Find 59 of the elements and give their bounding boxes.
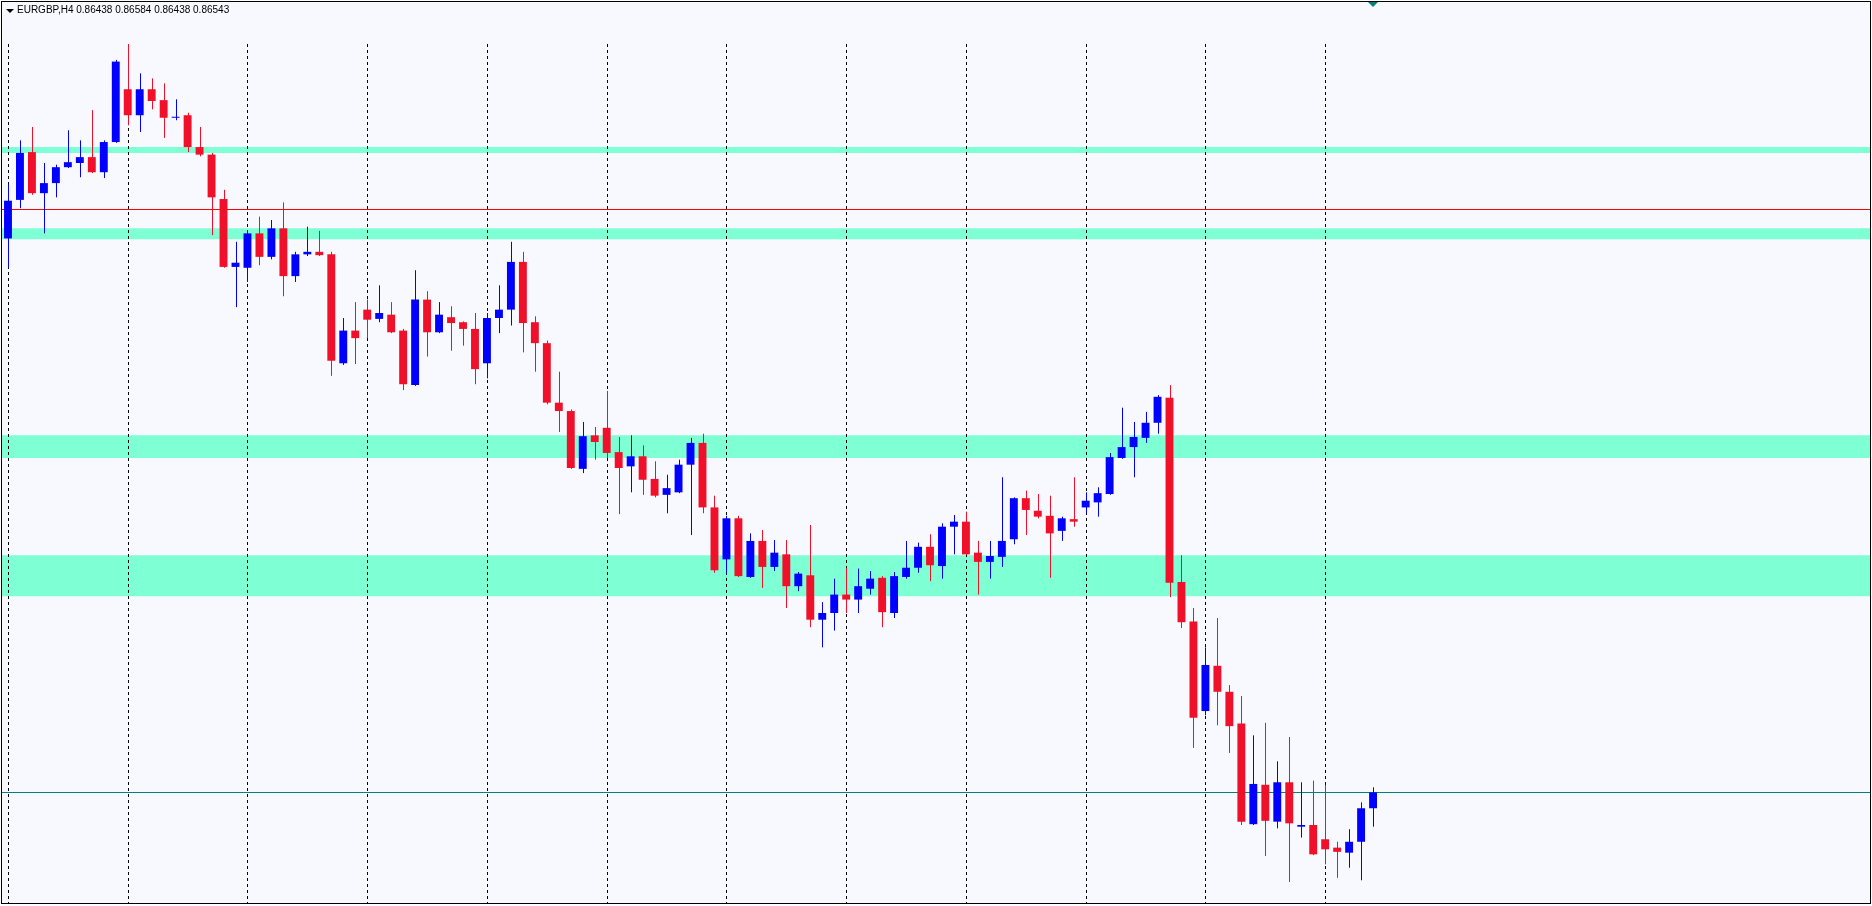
- candlestick: [171, 98, 180, 121]
- candlestick: [1369, 786, 1378, 828]
- candlestick: [75, 139, 84, 178]
- candlestick: [1021, 490, 1030, 536]
- candlestick: [950, 514, 958, 555]
- candlestick: [494, 284, 503, 334]
- candlestick: [1045, 495, 1054, 579]
- candlestick: [1297, 781, 1306, 839]
- candlestick: [63, 129, 72, 169]
- candlestick: [854, 568, 863, 614]
- candlestick: [590, 426, 599, 461]
- candlestick: [1141, 411, 1150, 444]
- candlestick: [1333, 841, 1342, 879]
- candlestick: [866, 570, 875, 596]
- candlestick: [387, 301, 396, 334]
- candlestick: [87, 109, 96, 174]
- candlestick: [830, 578, 839, 632]
- candlestick: [1117, 407, 1126, 460]
- candlestick: [447, 305, 455, 352]
- candlestick: [51, 164, 60, 198]
- candlestick: [985, 540, 994, 580]
- candlestick: [794, 571, 803, 592]
- candlestick: [435, 301, 444, 334]
- candlestick: [315, 230, 324, 257]
- candlestick: [650, 460, 659, 498]
- candlestick: [1033, 493, 1042, 519]
- candlestick: [926, 533, 934, 582]
- candlestick: [1093, 486, 1102, 518]
- candlestick: [530, 315, 539, 373]
- candlestick: [1129, 421, 1138, 478]
- candlestick: [973, 540, 982, 596]
- candlestick: [1321, 784, 1330, 865]
- candlestick: [770, 539, 779, 572]
- candlestick: [914, 542, 922, 574]
- candlestick: [1069, 476, 1078, 528]
- candlestick: [195, 126, 204, 157]
- candlestick: [997, 476, 1006, 568]
- candlestick: [614, 436, 623, 515]
- candlestick: [902, 540, 911, 580]
- chart-title: EURGBP,H4 0.86438 0.86584 0.86438 0.86543: [17, 4, 230, 15]
- candlestick: [363, 299, 372, 339]
- candlestick: [255, 216, 264, 266]
- candlestick: [1081, 491, 1090, 514]
- candlestick: [375, 284, 384, 323]
- candlestick: [626, 434, 635, 493]
- candlestick: [459, 320, 467, 347]
- candlestick: [554, 371, 563, 433]
- candlestick: [1345, 828, 1354, 869]
- candlestick: [638, 444, 647, 496]
- candlestick: [147, 77, 156, 110]
- candlestick: [842, 567, 851, 614]
- candlestick: [351, 301, 360, 365]
- candlestick: [818, 601, 827, 648]
- candlestick: [159, 82, 168, 139]
- candlestick: [291, 251, 300, 283]
- candlestick: [686, 437, 695, 536]
- candlestick: [39, 162, 48, 234]
- candlestick: [662, 474, 671, 514]
- candlestick: [1057, 516, 1066, 542]
